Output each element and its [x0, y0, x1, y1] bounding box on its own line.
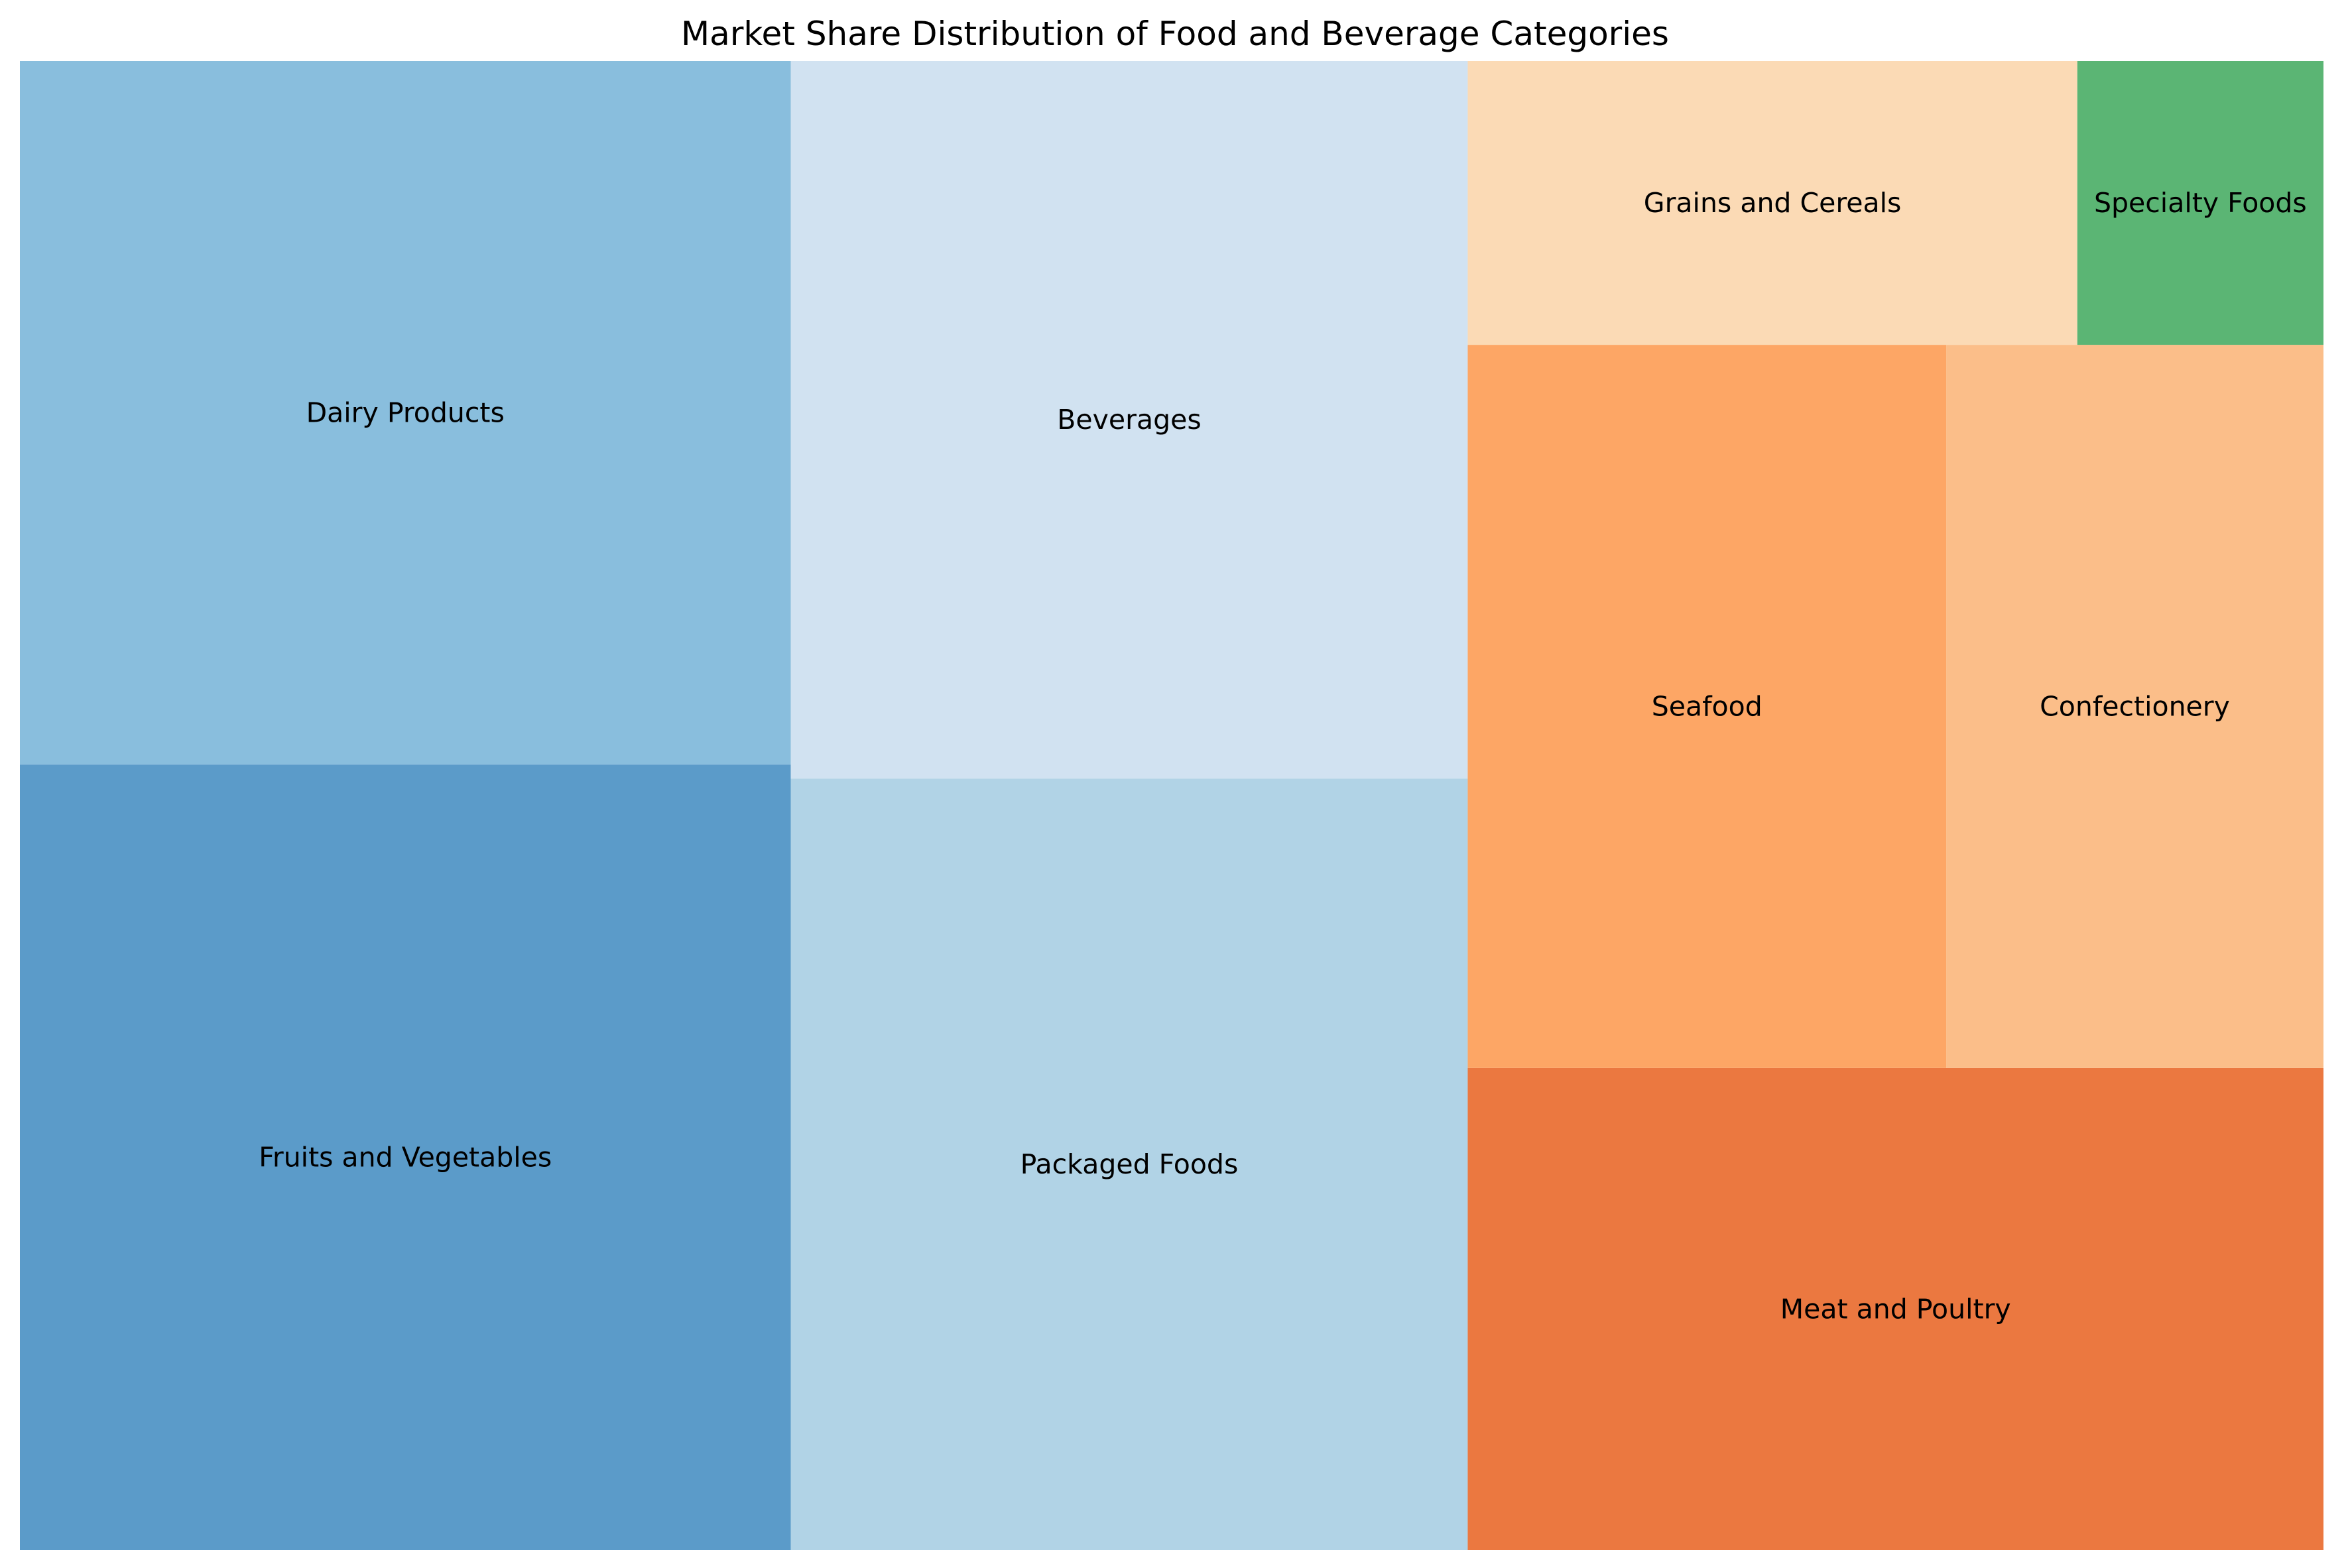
treemap-cells	[20, 61, 2323, 1550]
treemap-labels: Fruits and Vegetables Dairy Products Packa…	[259, 187, 2307, 1325]
treemap-label-dairy-products: Dairy Products	[306, 397, 505, 429]
treemap-label-fruits-and-vegetables: Fruits and Vegetables	[259, 1142, 552, 1174]
treemap-cell-packaged-foods	[790, 778, 1468, 1550]
treemap-cell-meat-and-poultry	[1467, 1067, 2323, 1550]
treemap-label-specialty-foods: Specialty Foods	[2094, 187, 2307, 219]
treemap-label-packaged-foods: Packaged Foods	[1020, 1148, 1239, 1180]
treemap-label-confectionery: Confectionery	[2040, 690, 2230, 722]
treemap-label-grains-and-cereals: Grains and Cereals	[1644, 187, 1902, 219]
treemap-cell-grains-and-cereals	[1467, 61, 2077, 345]
treemap-cell-dairy-products	[20, 61, 791, 765]
treemap-label-meat-and-poultry: Meat and Poultry	[1780, 1293, 2011, 1325]
treemap-cell-specialty-foods	[2077, 61, 2323, 345]
treemap-cell-seafood	[1467, 345, 1947, 1068]
chart-title: Market Share Distribution of Food and Be…	[681, 15, 1669, 53]
treemap-label-beverages: Beverages	[1057, 404, 1201, 436]
treemap-cell-confectionery	[1946, 345, 2323, 1068]
treemap-cell-beverages	[790, 61, 1468, 779]
treemap-label-seafood: Seafood	[1652, 690, 1762, 722]
treemap-cell-fruits-and-vegetables	[20, 764, 791, 1550]
